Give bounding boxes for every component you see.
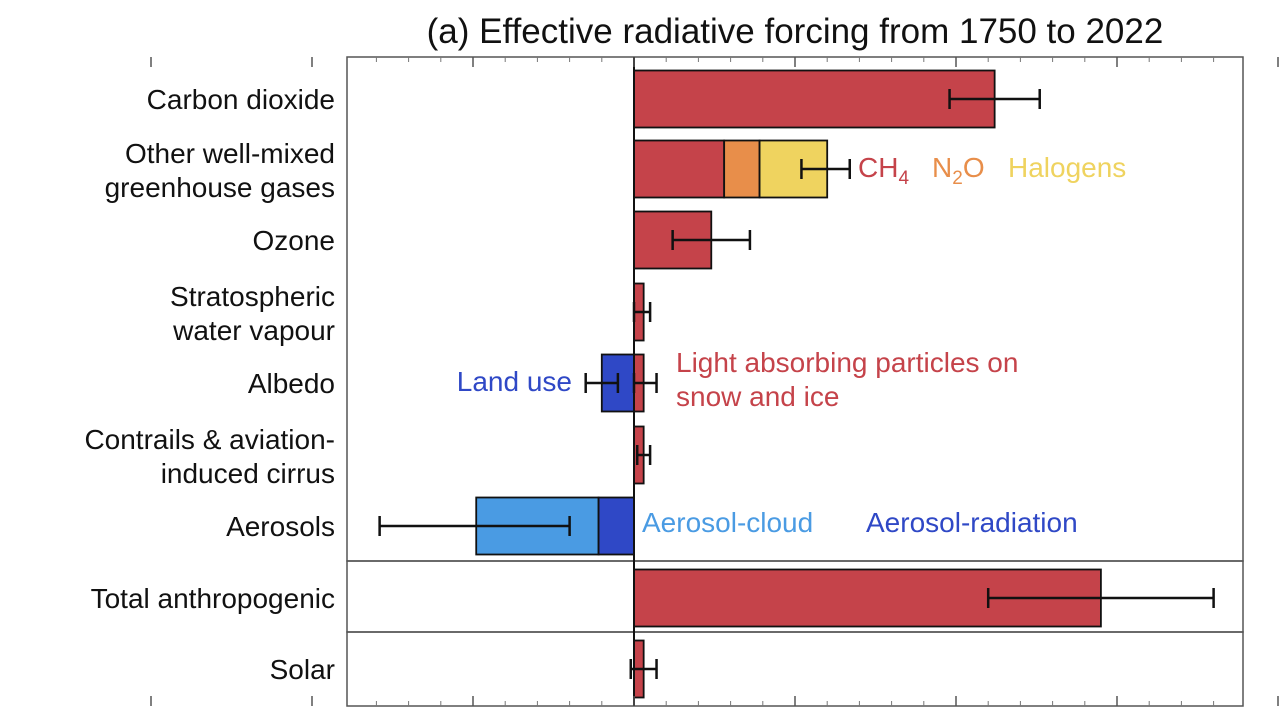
category-label-contrails-aviation-induced-cirrus: Contrails & aviation-induced cirrus	[84, 424, 335, 489]
annotation-land-use: Land use	[457, 366, 572, 397]
category-label-line: Carbon dioxide	[147, 84, 335, 115]
bar-aerosols-aerosol-radiation	[597, 496, 635, 556]
annotation-n2o: N2O	[932, 152, 985, 189]
error-bar-total-anthropogenic	[986, 588, 1215, 608]
error-bar-carbon-dioxide	[948, 89, 1041, 109]
error-bar-aerosols	[378, 516, 571, 536]
annotation-group: CH4 N2O Halogens Land use Light absorbing pa…	[457, 152, 1127, 538]
category-label-line: induced cirrus	[161, 458, 335, 489]
bar-carbon-dioxide-0	[633, 69, 996, 129]
annotation-text: Light absorbing particles on	[676, 347, 1018, 378]
annotation-light-absorbing-particles-on: Light absorbing particles on	[676, 347, 1018, 378]
annotation-text: Land use	[457, 366, 572, 397]
error-bar-contrails-aviation-induced-cirrus	[635, 445, 652, 465]
annotation-aerosol-cloud: Aerosol-cloud	[642, 507, 813, 538]
annotation-text: Halogens	[1008, 152, 1126, 183]
category-label-ozone: Ozone	[253, 225, 336, 256]
annotation-aerosol-radiation: Aerosol-radiation	[866, 507, 1078, 538]
annotation-text: Aerosol-radiation	[866, 507, 1078, 538]
category-label-total-anthropogenic: Total anthropogenic	[91, 583, 335, 614]
annotation-subscript: 4	[898, 168, 909, 189]
bar-other-well-mixed-greenhouse-gases-ch4	[633, 139, 726, 199]
category-label-line: Aerosols	[226, 511, 335, 542]
category-label-line: Ozone	[253, 225, 336, 256]
annotation-text: N	[932, 152, 952, 183]
category-label-line: Contrails & aviation-	[84, 424, 335, 455]
category-label-group: Carbon dioxide Other well-mixed greenhouse…	[84, 84, 335, 685]
annotation-text: CH	[858, 152, 898, 183]
plot-panel-3	[346, 631, 1244, 707]
category-label-carbon-dioxide: Carbon dioxide	[147, 84, 335, 115]
category-label-line: Solar	[270, 654, 335, 685]
annotation-snow-and-ice: snow and ice	[676, 381, 839, 412]
chart-title: (a) Effective radiative forcing from 175…	[427, 12, 1164, 51]
plot-panel-1	[346, 56, 1244, 562]
category-label-stratospheric-water-vapour: Stratospheric water vapour	[170, 281, 335, 346]
error-bar-solar	[629, 659, 658, 679]
bar-other-well-mixed-greenhouse-gases-n2o	[723, 139, 761, 199]
category-label-line: greenhouse gases	[105, 172, 335, 203]
category-label-line: water vapour	[172, 315, 335, 346]
error-bar-other-well-mixed-greenhouse-gases	[800, 159, 851, 179]
category-label-other-well-mixed-greenhouse-gases: Other well-mixed greenhouse gases	[105, 138, 335, 203]
annotation-text: Aerosol-cloud	[642, 507, 813, 538]
annotation-text-after: O	[963, 152, 985, 183]
x-tick-group	[150, 57, 1279, 706]
category-label-aerosols: Aerosols	[226, 511, 335, 542]
error-bar-albedo-1	[584, 373, 620, 393]
category-label-line: Other well-mixed	[125, 138, 335, 169]
category-label-line: Total anthropogenic	[91, 583, 335, 614]
annotation-subscript: 2	[952, 168, 963, 189]
category-label-albedo: Albedo	[248, 368, 335, 399]
category-label-line: Albedo	[248, 368, 335, 399]
category-label-solar: Solar	[270, 654, 335, 685]
annotation-text: snow and ice	[676, 381, 839, 412]
annotation-halogens: Halogens	[1008, 152, 1126, 183]
category-label-line: Stratospheric	[170, 281, 335, 312]
annotation-ch4: CH4	[858, 152, 909, 189]
error-bar-ozone	[671, 230, 752, 250]
